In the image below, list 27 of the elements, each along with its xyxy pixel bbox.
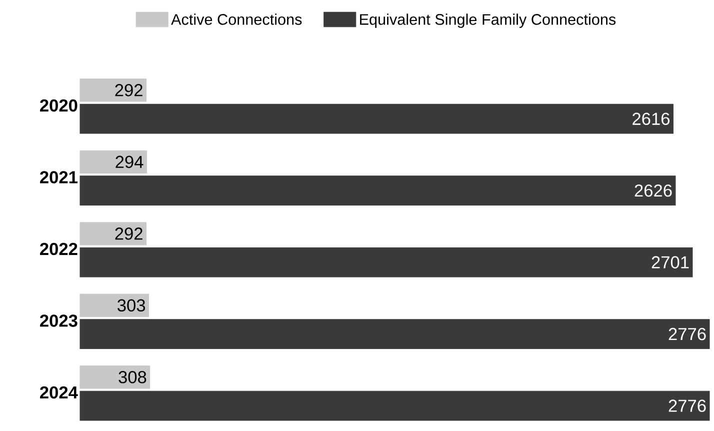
data-label: 2776: [668, 400, 706, 412]
legend-label: Equivalent Single Family Connections: [360, 14, 616, 28]
data-label: 2776: [668, 328, 706, 340]
y-tick-label: 2020: [40, 99, 78, 112]
y-tick-label: 2024: [40, 386, 78, 399]
data-label: 292: [115, 84, 142, 96]
data-label: 308: [118, 370, 146, 384]
data-label: 2616: [632, 112, 670, 125]
data-label: 2701: [652, 256, 689, 268]
legend-label: Active Connections: [171, 14, 302, 25]
bar: [80, 78, 146, 102]
y-tick-label: 2022: [40, 242, 78, 256]
bar: [80, 104, 674, 134]
bar: [80, 294, 149, 317]
bar: [80, 222, 146, 246]
bar: [80, 150, 147, 174]
data-label: 292: [115, 228, 142, 240]
bar: [80, 366, 150, 389]
bar: [80, 390, 710, 421]
bar: [80, 247, 693, 278]
data-label: 303: [118, 299, 146, 312]
y-tick-label: 2021: [40, 171, 78, 184]
data-label: 294: [116, 156, 144, 168]
bar: [80, 176, 676, 206]
data-label: 2626: [634, 184, 672, 197]
bar: [80, 319, 710, 349]
y-tick-label: 2023: [40, 314, 78, 327]
